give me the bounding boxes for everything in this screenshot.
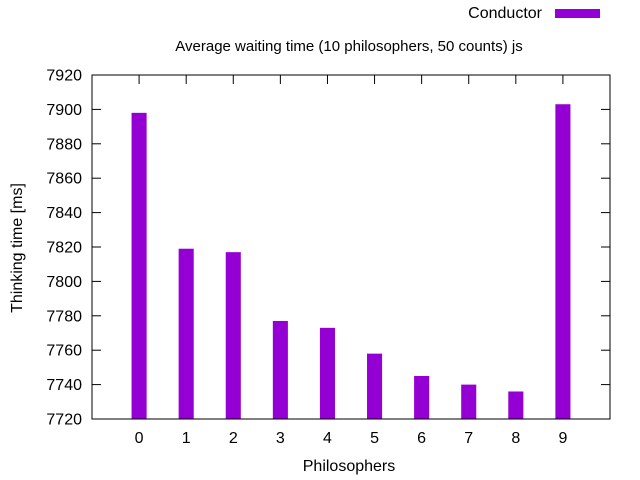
- x-tick-label: 8: [511, 430, 520, 447]
- x-tick-label: 9: [558, 430, 567, 447]
- bar-3: [272, 320, 288, 419]
- x-tick-label: 0: [135, 430, 144, 447]
- y-tick-label: 7740: [46, 377, 82, 394]
- y-axis: 7720 7740 7760 7780 7800 7820 7840 7860 7880 7900…: [46, 68, 610, 429]
- chart-title: Average waiting time (10 philosophers, 5…: [175, 38, 522, 55]
- x-tick-label: 3: [276, 430, 285, 447]
- legend-swatch: [555, 9, 600, 18]
- legend-label: Conductor: [468, 5, 542, 22]
- y-tick-label: 7880: [46, 136, 82, 153]
- x-axis-label: Philosophers: [303, 458, 396, 475]
- y-tick-label: 7920: [46, 68, 82, 85]
- x-axis: 0 1 2 3 4 5 6 7 8 9: [135, 75, 567, 447]
- bar-9: [555, 104, 571, 420]
- bar-1: [178, 248, 194, 419]
- bar-7: [461, 384, 477, 419]
- y-tick-label: 7720: [46, 412, 82, 429]
- y-tick-label: 7760: [46, 343, 82, 360]
- bar-0: [131, 112, 147, 419]
- x-tick-label: 7: [464, 430, 473, 447]
- y-tick-label: 7860: [46, 171, 82, 188]
- y-tick-label: 7800: [46, 274, 82, 291]
- y-tick-label: 7780: [46, 308, 82, 325]
- x-tick-label: 6: [417, 430, 426, 447]
- bar-5: [367, 353, 383, 419]
- x-tick-label: 4: [323, 430, 332, 447]
- bar-2: [225, 252, 241, 419]
- y-tick-label: 7900: [46, 102, 82, 119]
- plot-frame: [91, 74, 611, 420]
- y-axis-label: Thinking time [ms]: [9, 183, 26, 313]
- bar-4: [319, 327, 335, 419]
- x-tick-label: 5: [370, 430, 379, 447]
- y-tick-label: 7820: [46, 240, 82, 257]
- x-tick-label: 2: [229, 430, 238, 447]
- bar-6: [414, 376, 430, 419]
- y-tick-label: 7840: [46, 205, 82, 222]
- bar-8: [508, 391, 524, 419]
- bars: [131, 104, 571, 420]
- legend: Conductor: [468, 5, 600, 22]
- x-tick-label: 1: [182, 430, 191, 447]
